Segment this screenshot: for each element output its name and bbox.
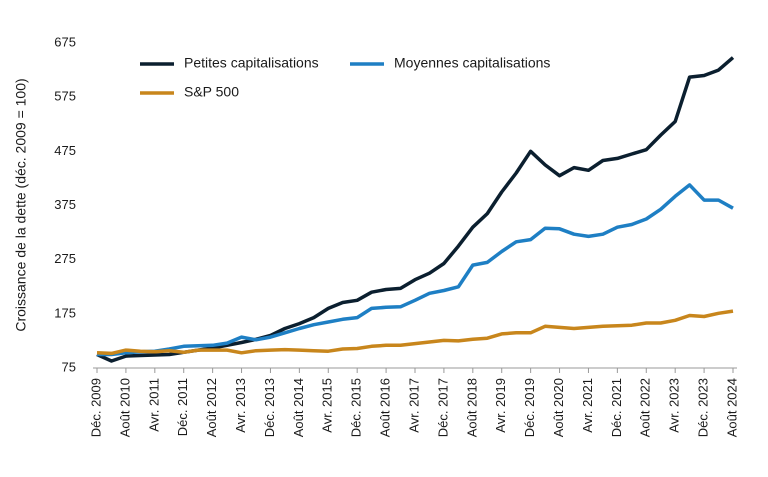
x-tick-label: Déc. 2021 — [609, 378, 624, 437]
x-tick-label: Août 2022 — [638, 378, 653, 437]
x-tick-label: Déc. 2019 — [522, 378, 537, 437]
legend-label: S&P 500 — [184, 84, 239, 100]
series-line — [97, 183, 734, 357]
x-tick-label: Déc. 2011 — [175, 378, 190, 436]
series-line — [96, 309, 734, 356]
legend-label: Petites capitalisations — [184, 55, 319, 71]
x-tick-label: Déc. 2017 — [435, 378, 450, 437]
y-tick-label: 675 — [54, 34, 76, 49]
y-tick-label: 75 — [62, 359, 76, 374]
x-tick-label: Déc. 2009 — [88, 378, 103, 437]
y-tick-label: 175 — [54, 305, 76, 320]
x-tick-label: Avr. 2019 — [493, 378, 508, 433]
series-line — [96, 56, 735, 363]
x-tick-label: Déc. 2015 — [349, 378, 364, 437]
x-tick-label: Avr. 2017 — [406, 378, 421, 433]
x-tick-label: Avr. 2023 — [667, 378, 682, 433]
x-tick-label: Août 2014 — [291, 378, 306, 437]
x-tick-label: Août 2010 — [117, 378, 132, 437]
x-tick-label: Avr. 2015 — [320, 378, 335, 433]
y-tick-label: 475 — [54, 143, 76, 158]
y-tick-label: 575 — [54, 89, 76, 104]
legend-label: Moyennes capitalisations — [394, 55, 550, 71]
x-tick-label: Août 2020 — [551, 378, 566, 437]
x-tick-label: Avr. 2013 — [233, 378, 248, 433]
y-tick-label: 375 — [54, 197, 76, 212]
x-tick-label: Déc. 2013 — [262, 378, 277, 437]
y-tick-label: 275 — [54, 251, 76, 266]
x-tick-label: Déc. 2023 — [696, 378, 711, 437]
x-tick-label: Avr. 2011 — [146, 378, 161, 432]
x-tick-label: Août 2018 — [464, 378, 479, 437]
x-tick-label: Août 2024 — [724, 378, 739, 437]
x-tick-label: Août 2012 — [204, 378, 219, 437]
x-tick-label: Avr. 2021 — [580, 378, 595, 433]
y-axis-label: Croissance de la dette (déc. 2009 = 100) — [13, 78, 29, 331]
x-tick-label: Août 2016 — [378, 378, 393, 437]
